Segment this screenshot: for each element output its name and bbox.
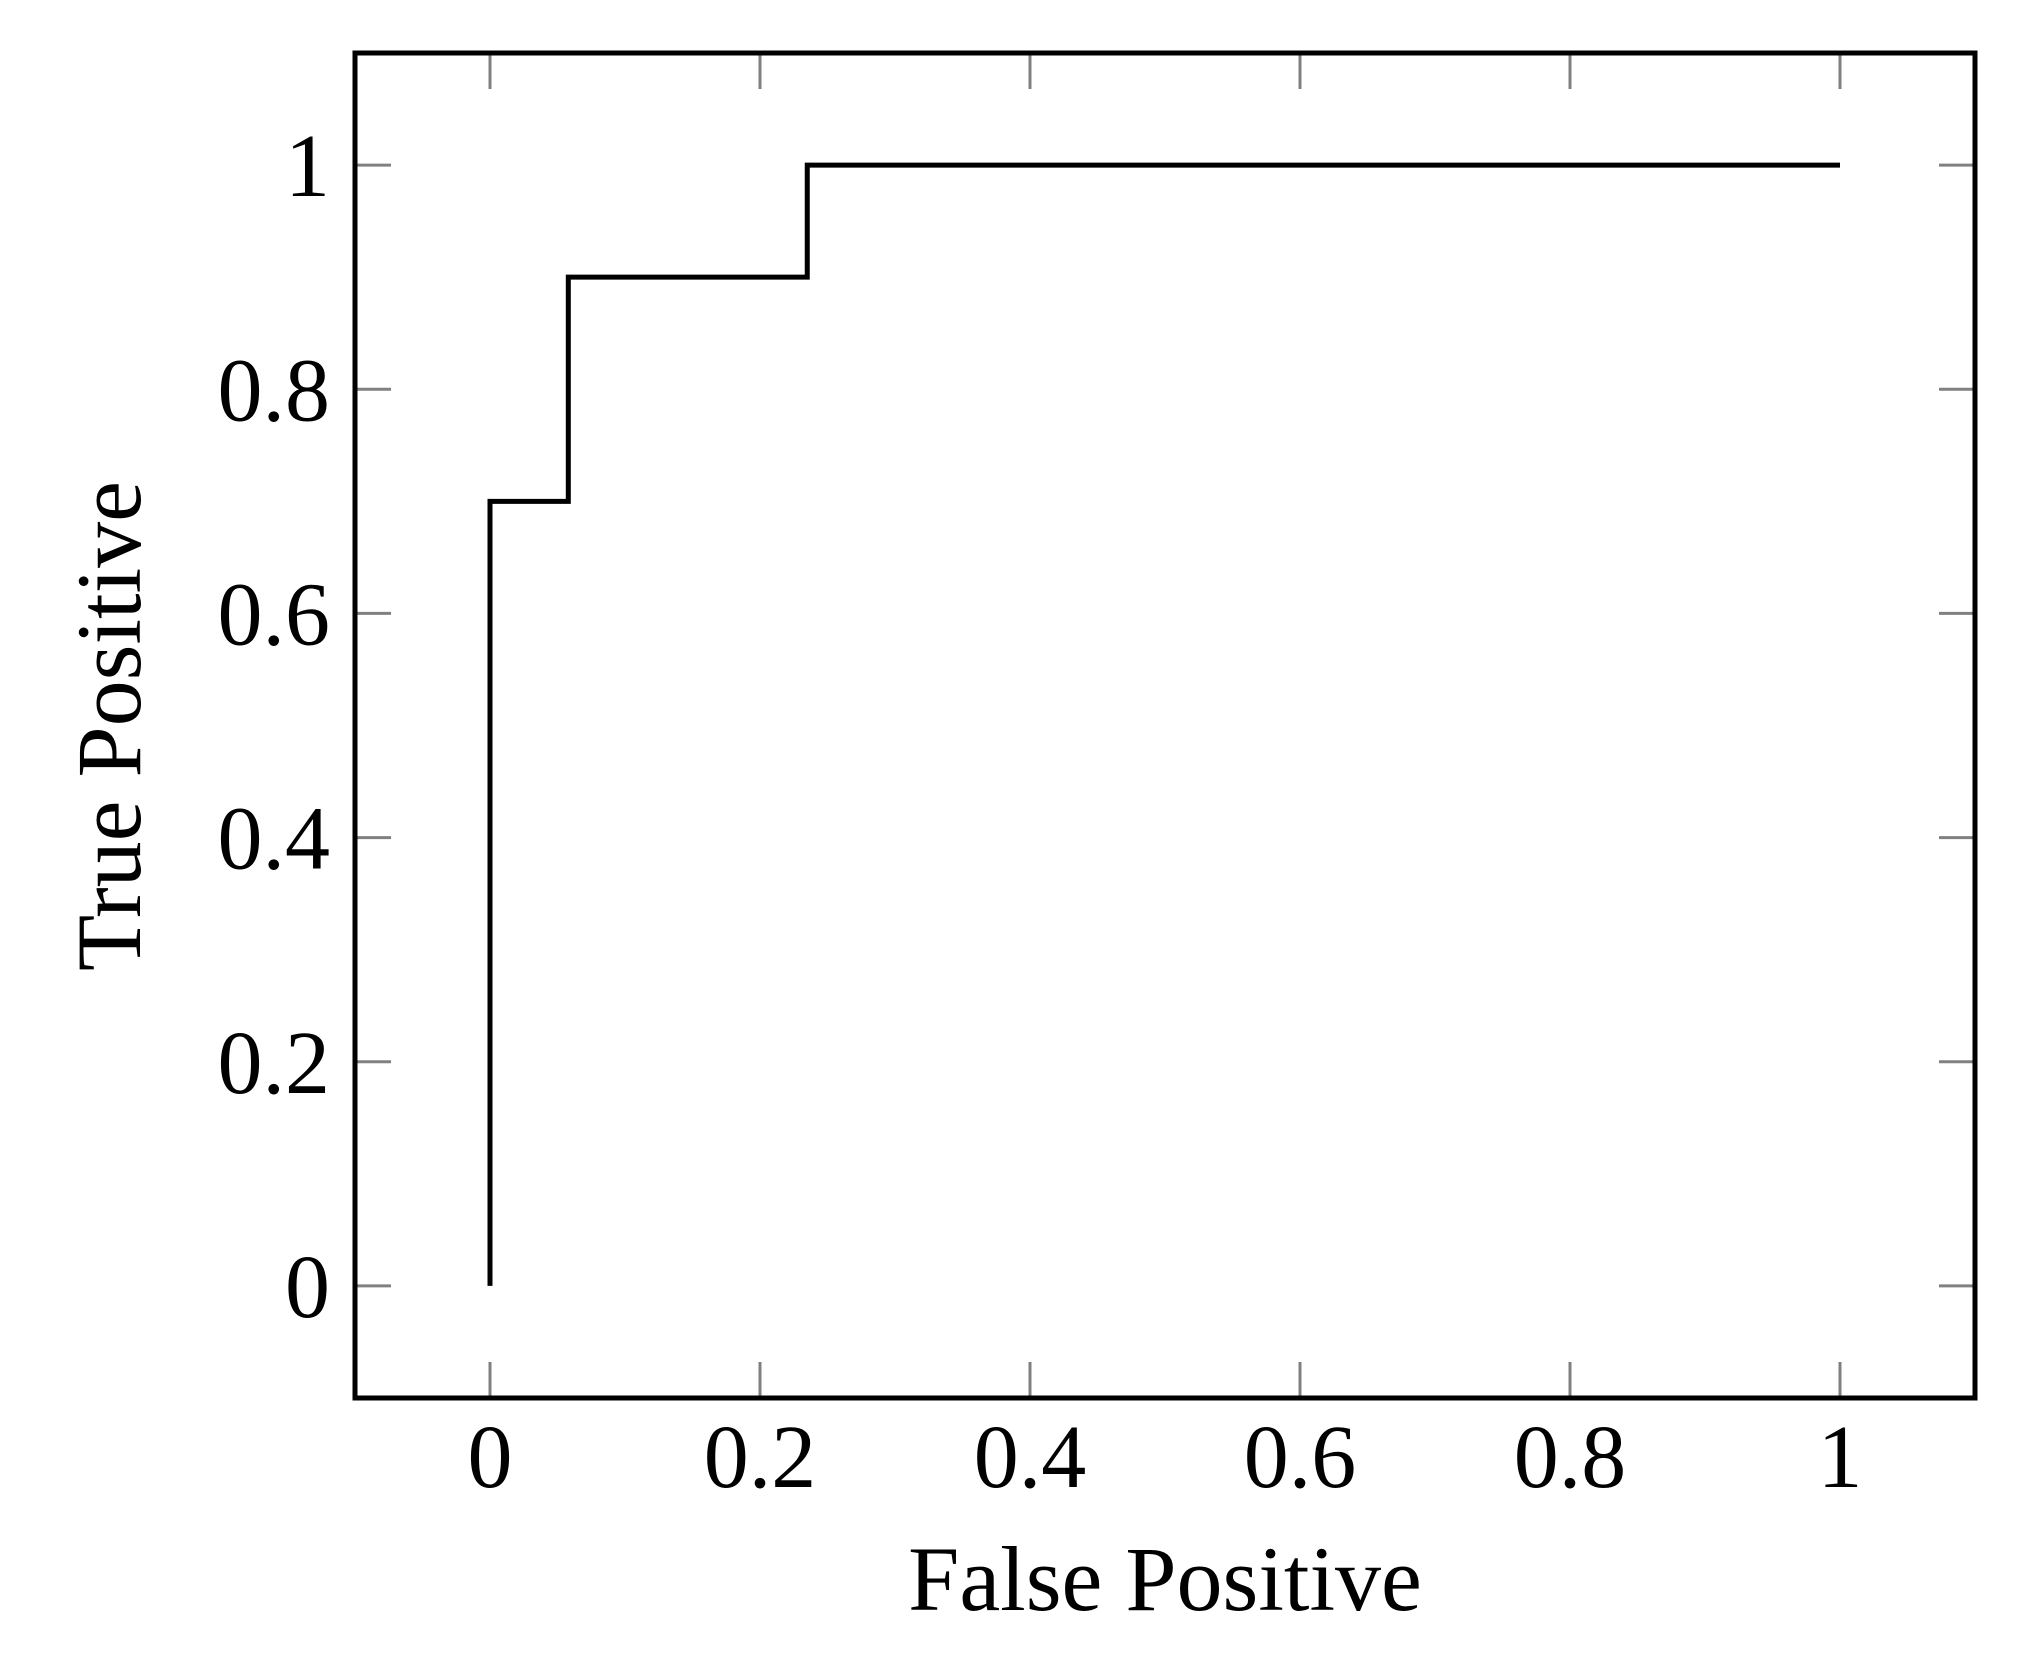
tick-marks [355,53,1975,1398]
x-tick-label: 0.8 [1514,1408,1627,1507]
y-tick-label: 0.2 [218,1014,331,1113]
roc-curve-line [487,162,1840,1286]
x-tick-label: 1 [1818,1408,1863,1507]
plot-frame [352,50,1978,1401]
tick-labels: 0 0.2 0.4 0.6 0.8 1 0 0.2 0.4 0.6 0.8 1 [218,117,1863,1507]
x-tick-label: 0 [468,1408,513,1507]
y-tick-label: 0.8 [218,341,331,440]
y-tick-label: 0.6 [218,565,331,664]
x-tick-label: 0.2 [704,1408,817,1507]
x-axis-label: False Positive [908,1528,1422,1630]
x-tick-label: 0.6 [1244,1408,1357,1507]
y-tick-label: 0 [285,1238,330,1337]
y-tick-label: 0.4 [218,790,331,889]
x-tick-label: 0.4 [974,1408,1087,1507]
y-tick-label: 1 [285,117,330,216]
y-axis-label: True Positive [58,481,160,971]
